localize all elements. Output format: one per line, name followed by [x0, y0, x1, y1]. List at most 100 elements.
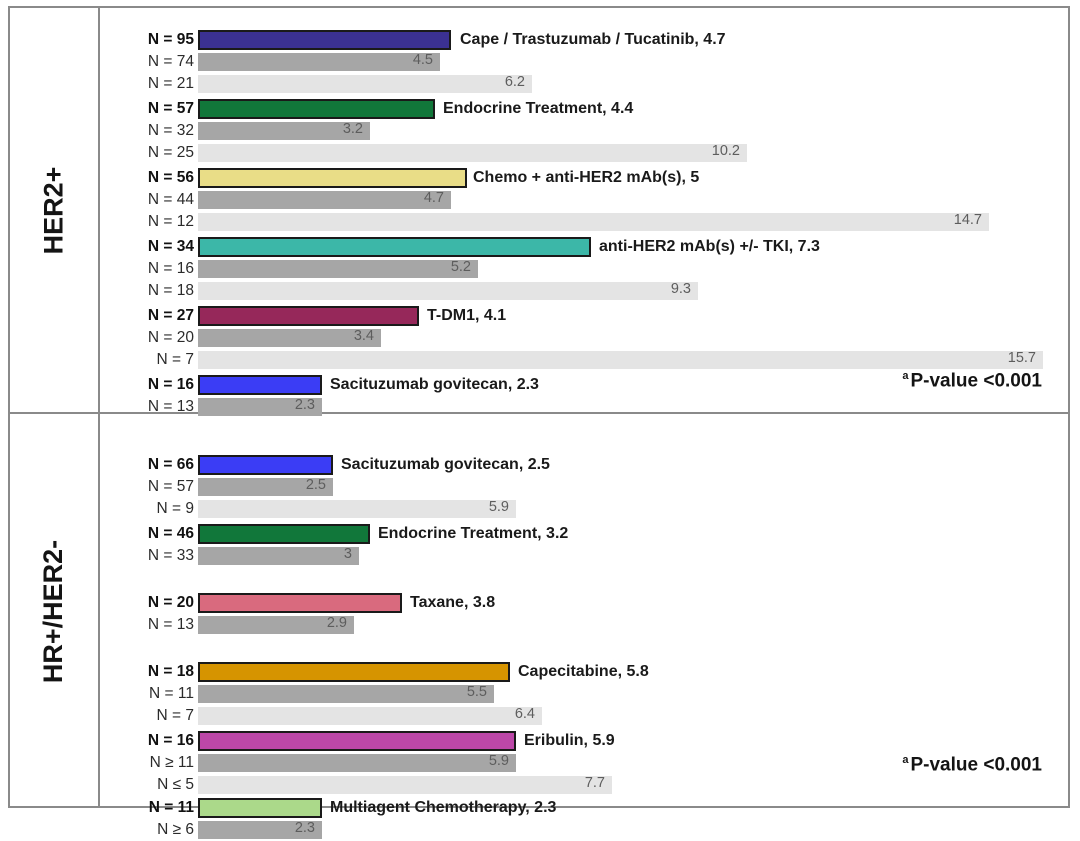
n-label: N = 57: [147, 100, 194, 117]
bar-wrap: 5.5: [198, 683, 494, 705]
bar-value: 4.5: [412, 52, 433, 68]
bar-primary[interactable]: [198, 237, 591, 257]
n-label: N = 27: [147, 307, 194, 324]
bar-value: 2.5: [305, 477, 326, 493]
bar-mid[interactable]: [198, 685, 494, 703]
panel-her2-positive: HER2+ N = 95 Cape / Trastuzumab / Tucati…: [10, 8, 1068, 416]
group-label-her2-positive: HER2+: [10, 8, 98, 412]
n-label: N ≥ 6: [157, 821, 194, 838]
bar-wrap: 6.2: [198, 73, 532, 95]
bar-value: 2.3: [294, 397, 315, 413]
bar-mid[interactable]: [198, 53, 440, 71]
bar-value: 5.5: [466, 684, 487, 700]
bar-wrap: 6.4: [198, 705, 542, 727]
bar-wrap: [198, 374, 322, 396]
bar-value: 5.9: [488, 499, 509, 515]
bar-primary[interactable]: [198, 593, 402, 613]
bar-mid[interactable]: [198, 398, 322, 416]
bar-mid[interactable]: [198, 616, 354, 634]
bar-light[interactable]: [198, 75, 532, 93]
n-label: N = 33: [147, 547, 194, 564]
n-label: N = 66: [147, 456, 194, 473]
bar-light[interactable]: [198, 500, 516, 518]
bar-mid[interactable]: [198, 754, 516, 772]
bar-wrap: [198, 592, 402, 614]
bar-mid[interactable]: [198, 329, 381, 347]
bar-mid[interactable]: [198, 122, 370, 140]
group-label-text: HER2+: [38, 166, 69, 254]
bar-wrap: 14.7: [198, 211, 989, 233]
n-label: N = 25: [147, 144, 194, 161]
panel-divider: [10, 412, 1068, 414]
group-label-hr-positive-her2-negative: HR+/HER2-: [10, 414, 98, 808]
bar-light[interactable]: [198, 213, 989, 231]
pvalue-footnote-bottom: a P-value <0.001: [902, 754, 1042, 776]
bar-wrap: [198, 29, 451, 51]
bar-light[interactable]: [198, 707, 542, 725]
bar-value: 6.4: [514, 706, 535, 722]
bar-value: 2.3: [294, 820, 315, 836]
plot-area-her2-positive: N = 95 Cape / Trastuzumab / Tucatinib, 4…: [102, 8, 1068, 416]
figure-frame: HER2+ N = 95 Cape / Trastuzumab / Tucati…: [8, 6, 1070, 839]
bar-light[interactable]: [198, 144, 747, 162]
bar-mid[interactable]: [198, 260, 478, 278]
bar-primary[interactable]: [198, 731, 516, 751]
bar-wrap: 15.7: [198, 349, 1043, 371]
bar-wrap: [198, 523, 370, 545]
n-label: N ≥ 11: [149, 754, 194, 771]
n-label: N = 11: [149, 685, 194, 702]
bar-wrap: 5.2: [198, 258, 478, 280]
bar-light[interactable]: [198, 351, 1043, 369]
pvalue-footnote-top: a P-value <0.001: [902, 370, 1042, 392]
bar-value: 3.4: [353, 328, 374, 344]
bar-wrap: 5.9: [198, 498, 516, 520]
bar-mid[interactable]: [198, 478, 333, 496]
n-label: N = 9: [156, 500, 194, 517]
bar-mid[interactable]: [198, 191, 451, 209]
bar-value: 4.7: [423, 190, 444, 206]
bar-primary[interactable]: [198, 168, 467, 188]
n-label: N = 16: [147, 376, 194, 393]
group-column-divider: [98, 8, 100, 806]
n-label: N = 18: [147, 282, 194, 299]
bar-light[interactable]: [198, 776, 612, 794]
bar-primary[interactable]: [198, 662, 510, 682]
bar-value: 10.2: [711, 143, 740, 159]
bar-primary[interactable]: [198, 455, 333, 475]
series-label: T-DM1, 4.1: [427, 307, 507, 324]
bar-primary[interactable]: [198, 30, 451, 50]
n-label: N = 7: [156, 351, 194, 368]
n-label: N = 18: [147, 663, 194, 680]
bar-primary[interactable]: [198, 375, 322, 395]
bar-wrap: 9.3: [198, 280, 698, 302]
bar-wrap: 2.3: [198, 396, 322, 418]
n-label: N = 7: [156, 707, 194, 724]
bar-value: 6.2: [504, 74, 525, 90]
figure-root: HER2+ N = 95 Cape / Trastuzumab / Tucati…: [8, 6, 1070, 839]
bar-primary[interactable]: [198, 306, 419, 326]
n-label: N = 46: [147, 525, 194, 542]
bar-primary[interactable]: [198, 99, 435, 119]
bar-wrap: 3.4: [198, 327, 381, 349]
series-label: Chemo + anti-HER2 mAb(s), 5: [473, 169, 700, 186]
n-label: N = 34: [147, 238, 194, 255]
bar-primary[interactable]: [198, 524, 370, 544]
series-label: Sacituzumab govitecan, 2.3: [330, 376, 539, 393]
bar-mid[interactable]: [198, 547, 359, 565]
n-label: N = 16: [147, 732, 194, 749]
bar-wrap: [198, 730, 516, 752]
bar-value: 3.2: [342, 121, 363, 137]
bar-primary[interactable]: [198, 798, 322, 818]
bar-wrap: 2.9: [198, 614, 354, 636]
plot-area-hr-positive-her2-negative: N = 66 Sacituzumab govitecan, 2.5 N = 57…: [102, 414, 1068, 839]
group-label-text: HR+/HER2-: [38, 539, 69, 683]
series-label: Cape / Trastuzumab / Tucatinib, 4.7: [460, 31, 726, 48]
bar-light[interactable]: [198, 282, 698, 300]
bar-wrap: [198, 98, 435, 120]
n-label: N = 20: [147, 594, 194, 611]
series-label: Endocrine Treatment, 3.2: [378, 525, 569, 542]
footnote-text: P-value <0.001: [910, 370, 1042, 392]
series-label: Taxane, 3.8: [410, 594, 496, 611]
bar-value: 5.9: [488, 753, 509, 769]
n-label: N = 16: [147, 260, 194, 277]
